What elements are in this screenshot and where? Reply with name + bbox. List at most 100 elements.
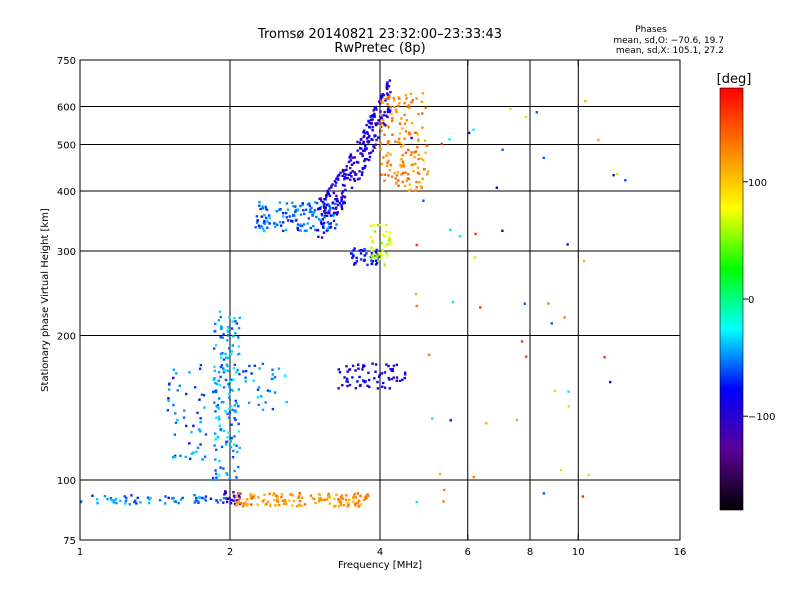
data-point	[380, 122, 383, 125]
data-point	[363, 259, 367, 262]
data-point	[302, 223, 306, 226]
data-point	[402, 143, 405, 147]
data-point	[378, 125, 382, 128]
data-point	[370, 115, 373, 118]
data-point	[414, 150, 418, 153]
data-point	[360, 137, 363, 141]
data-point	[256, 388, 260, 392]
data-point	[285, 216, 289, 219]
data-point	[263, 214, 266, 217]
data-point	[238, 316, 241, 319]
data-point	[338, 499, 341, 502]
data-point	[257, 403, 260, 407]
data-point	[192, 424, 195, 428]
data-point	[244, 501, 248, 505]
data-point	[370, 246, 373, 249]
data-point	[268, 216, 271, 220]
data-point	[420, 186, 424, 190]
data-point	[391, 117, 394, 120]
data-point	[166, 409, 170, 412]
data-point	[233, 404, 236, 407]
data-point	[356, 380, 359, 383]
data-point	[289, 493, 293, 496]
data-point	[411, 99, 414, 102]
data-point	[318, 497, 321, 500]
data-point	[386, 161, 389, 164]
x-tick-label: 10	[572, 547, 585, 558]
data-point	[357, 161, 360, 164]
data-point	[339, 503, 342, 507]
data-point	[299, 229, 302, 232]
colorbar-ticks: 100 0 −100	[743, 178, 775, 423]
data-point	[189, 457, 192, 460]
data-point	[290, 219, 293, 222]
data-point	[180, 498, 183, 501]
data-point	[319, 205, 323, 208]
data-point	[221, 336, 224, 339]
data-point	[260, 225, 263, 228]
data-point	[260, 395, 263, 398]
data-point	[278, 221, 282, 224]
data-point	[325, 203, 329, 207]
data-point	[407, 103, 411, 107]
data-point	[346, 370, 349, 373]
data-point	[422, 199, 425, 202]
data-point	[363, 149, 366, 153]
data-point	[392, 376, 395, 379]
data-point	[199, 417, 202, 420]
data-point	[343, 376, 346, 379]
data-point	[366, 132, 370, 136]
data-point	[228, 392, 231, 396]
data-point	[239, 502, 243, 505]
data-point	[422, 167, 426, 171]
data-point	[368, 385, 371, 389]
data-point	[615, 172, 619, 176]
data-point	[542, 156, 545, 160]
data-point	[407, 173, 410, 176]
data-point	[346, 380, 349, 383]
data-point	[237, 404, 240, 408]
data-point	[332, 213, 335, 216]
y-tick-label: 75	[63, 536, 76, 547]
data-point	[336, 200, 339, 203]
data-point	[421, 92, 425, 95]
data-point	[365, 123, 368, 127]
data-point	[398, 122, 402, 125]
data-point	[367, 378, 371, 382]
data-point	[332, 191, 336, 195]
data-point	[326, 211, 329, 214]
data-point	[351, 253, 355, 257]
data-point	[234, 418, 237, 422]
data-point	[255, 221, 259, 224]
data-point	[397, 96, 400, 99]
data-point	[373, 230, 377, 233]
data-point	[365, 147, 368, 150]
data-point	[216, 435, 220, 439]
data-point	[404, 130, 408, 133]
data-point	[238, 495, 241, 499]
data-point	[321, 226, 325, 229]
data-point	[196, 446, 200, 450]
data-point	[379, 142, 383, 145]
data-point	[231, 455, 235, 459]
data-point	[204, 499, 208, 502]
data-point	[337, 498, 340, 501]
data-point	[219, 365, 223, 369]
data-point	[183, 409, 186, 412]
data-point	[524, 355, 528, 358]
data-point	[413, 151, 416, 154]
data-point	[264, 207, 268, 210]
data-point	[449, 419, 452, 422]
data-point	[349, 252, 353, 255]
data-point	[303, 229, 307, 232]
data-point	[215, 404, 218, 408]
data-point	[402, 165, 406, 168]
x-tick-label: 2	[227, 547, 233, 558]
data-point	[398, 141, 402, 145]
data-point	[374, 259, 378, 262]
data-point	[285, 400, 288, 404]
colorbar-label: [deg]	[717, 72, 752, 87]
data-point	[326, 189, 329, 193]
data-point	[388, 95, 391, 98]
data-point	[372, 109, 375, 112]
